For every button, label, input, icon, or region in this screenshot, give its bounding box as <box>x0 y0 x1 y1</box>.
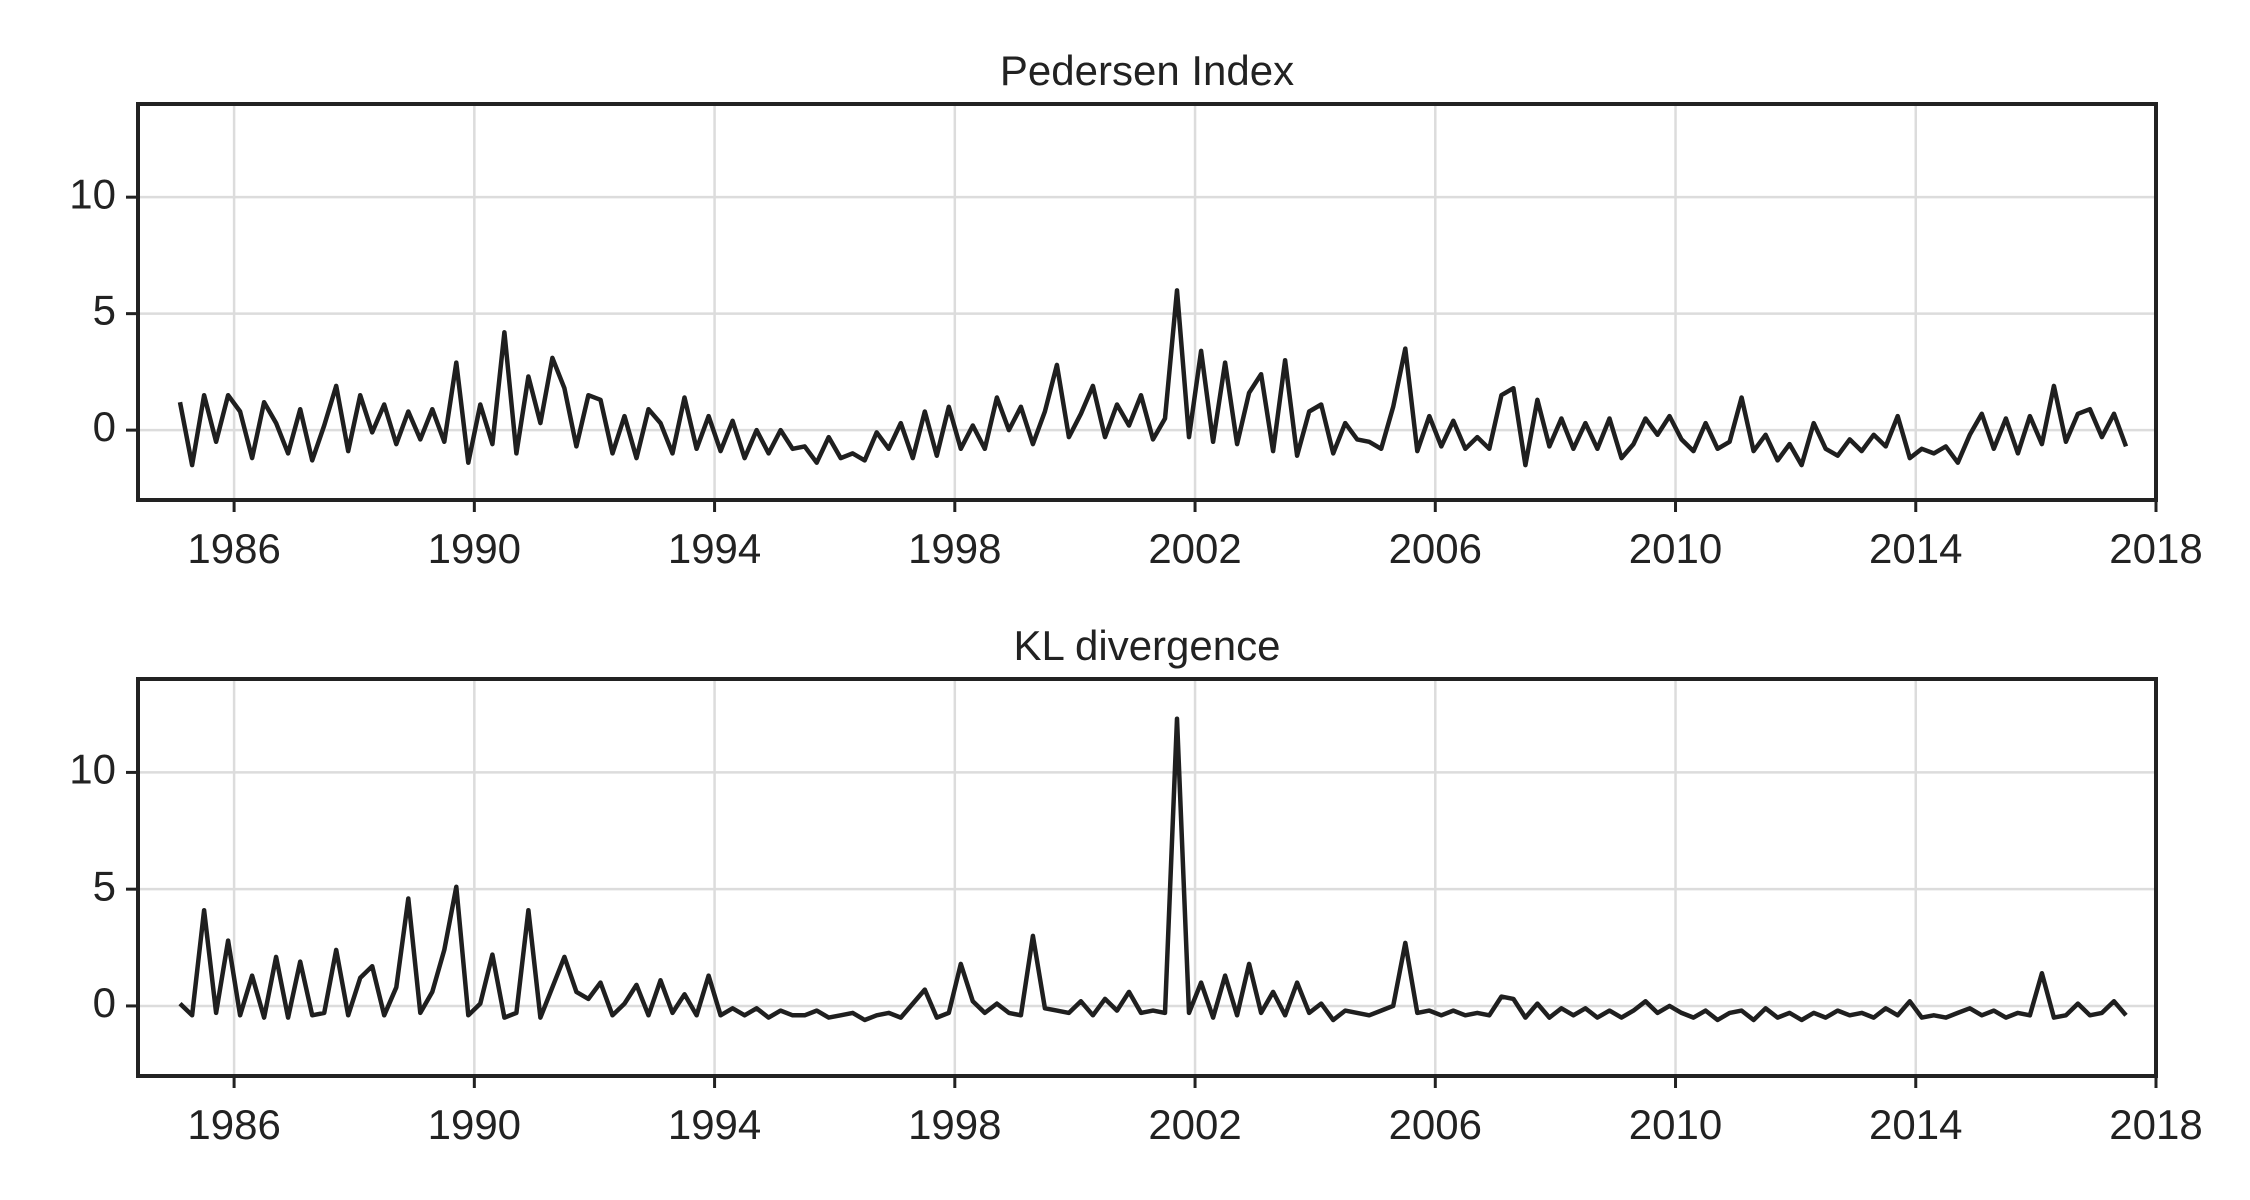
chart-title: KL divergence <box>1014 622 1281 669</box>
x-tick-label: 2018 <box>2109 1101 2202 1148</box>
x-tick-label: 2002 <box>1148 525 1241 572</box>
chart-title: Pedersen Index <box>1000 47 1294 94</box>
x-tick-label: 1998 <box>908 1101 1001 1148</box>
x-tick-label: 1990 <box>428 525 521 572</box>
x-tick-label: 2002 <box>1148 1101 1241 1148</box>
x-tick-label: 1998 <box>908 525 1001 572</box>
x-tick-label: 2014 <box>1869 1101 1962 1148</box>
x-tick-label: 1994 <box>668 525 761 572</box>
x-tick-label: 1986 <box>187 525 280 572</box>
x-tick-label: 2010 <box>1629 525 1722 572</box>
y-tick-label: 10 <box>69 170 116 217</box>
y-tick-label: 10 <box>69 746 116 793</box>
x-tick-label: 2018 <box>2109 525 2202 572</box>
y-tick-label: 0 <box>93 979 116 1026</box>
x-tick-label: 2006 <box>1389 525 1482 572</box>
x-tick-label: 1990 <box>428 1101 521 1148</box>
y-tick-label: 5 <box>93 862 116 909</box>
x-tick-label: 1986 <box>187 1101 280 1148</box>
x-tick-label: 2010 <box>1629 1101 1722 1148</box>
x-tick-label: 2014 <box>1869 525 1962 572</box>
y-tick-label: 5 <box>93 287 116 334</box>
plot-frame <box>136 677 2158 1078</box>
series-line <box>177 288 2129 468</box>
x-tick-label: 1994 <box>668 1101 761 1148</box>
x-tick-label: 2006 <box>1389 1101 1482 1148</box>
series-line <box>178 716 2128 1023</box>
y-tick-label: 0 <box>93 403 116 450</box>
plot-frame <box>136 102 2158 502</box>
